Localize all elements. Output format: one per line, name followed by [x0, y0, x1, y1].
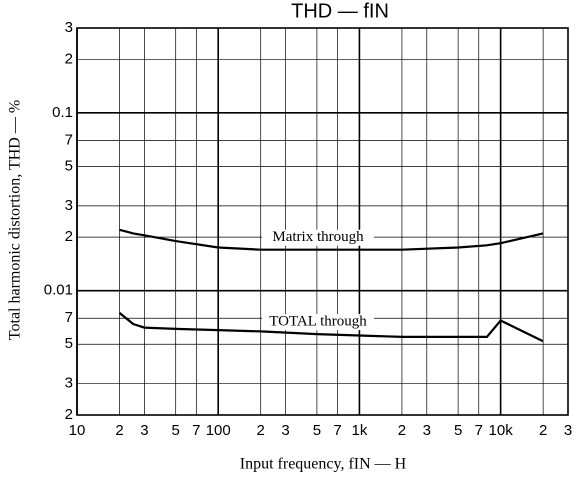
series-label: Matrix through: [272, 229, 364, 245]
x-tick-label: 3: [281, 422, 289, 439]
series-label-bg: [262, 229, 374, 246]
y-tick-label: 7: [65, 131, 73, 148]
y-tick-label: 2: [65, 228, 73, 245]
chart-title: THD — fIN: [291, 0, 389, 22]
x-tick-label: 7: [475, 422, 483, 439]
series-line: [119, 228, 544, 251]
x-tick-label: 5: [454, 422, 462, 439]
y-tick-label: 7: [65, 309, 73, 326]
y-tick-label: 5: [65, 335, 73, 352]
x-tick-label: 7: [333, 422, 341, 439]
x-tick-label: 2: [539, 422, 547, 439]
x-tick-label: 10: [69, 422, 86, 439]
x-tick-label: 3: [564, 422, 572, 439]
y-tick-label: 2: [65, 406, 73, 423]
x-tick-label: 5: [313, 422, 321, 439]
x-tick-label: 5: [172, 422, 180, 439]
plot-frame: [76, 27, 569, 416]
y-tick-label: 0.01: [44, 282, 73, 299]
series-line: [118, 312, 544, 343]
x-tick-label: 2: [115, 422, 123, 439]
x-tick-label: 3: [140, 422, 148, 439]
x-tick-label: 100: [206, 422, 231, 439]
x-tick-label: 7: [192, 422, 200, 439]
y-tick-label: 2: [65, 50, 73, 67]
y-tick-label: 5: [65, 157, 73, 174]
x-tick-label: 2: [257, 422, 265, 439]
series-label-bg: [262, 314, 374, 331]
y-tick-label: 3: [65, 375, 73, 392]
series-label: TOTAL through: [269, 314, 367, 330]
x-tick-label: 3: [423, 422, 431, 439]
y-tick-label: 3: [65, 19, 73, 36]
x-tick-label: 2: [398, 422, 406, 439]
y-tick-label: 3: [65, 197, 73, 214]
x-tick-label: 10k: [489, 422, 514, 439]
y-axis-label: Total harmonic distortion, THD — %: [7, 100, 24, 340]
x-axis-label: Input frequency, fIN — H: [240, 456, 407, 473]
y-tick-label: 0.1: [52, 104, 73, 121]
x-tick-label: 1k: [351, 422, 367, 439]
